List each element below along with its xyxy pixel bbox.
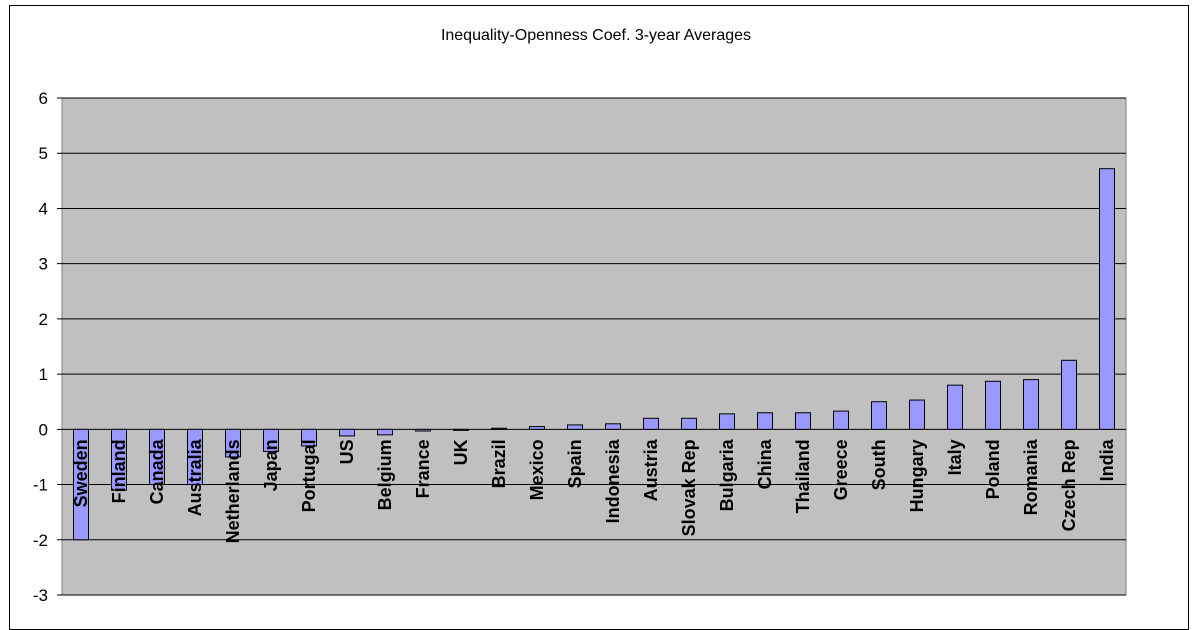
- chart-frame: Inequality-Openness Coef. 3-year Average…: [9, 5, 1189, 630]
- plot-area: [61, 97, 1127, 596]
- bar-austria: [643, 417, 659, 430]
- bar-thailand: [795, 412, 811, 430]
- y-tick-label: 4: [39, 199, 48, 218]
- x-tick-label: Spain: [565, 439, 585, 488]
- bar-south: [871, 401, 887, 430]
- x-tick-label: Bulgaria: [717, 438, 737, 511]
- y-tick-label: 1: [39, 365, 48, 384]
- x-tick-label: France: [413, 439, 433, 498]
- bar-italy: [947, 384, 963, 430]
- x-tick-label: South: [869, 439, 889, 490]
- bar-romania: [1023, 379, 1039, 430]
- x-tick-label: Greece: [831, 439, 851, 500]
- x-axis-labels: Sweden Finland Canada Australia Netherlands J…: [71, 438, 1117, 543]
- bar-netherlands: [225, 428, 241, 458]
- x-tick-label: Finland: [109, 439, 129, 503]
- bar-canada: [149, 428, 165, 486]
- bar-france: [415, 428, 431, 432]
- x-tick-label: Canada: [147, 438, 167, 504]
- y-tick-label: 5: [39, 144, 48, 163]
- x-tick-label: Japan: [261, 439, 281, 491]
- bars: [73, 168, 1115, 541]
- x-tick-label: UK: [451, 439, 471, 465]
- x-tick-label: Brazil: [489, 439, 509, 488]
- bar-portugal: [301, 428, 317, 447]
- y-tick-label: 2: [39, 310, 48, 329]
- x-tick-label: Netherlands: [223, 439, 243, 543]
- bar-japan: [263, 428, 279, 452]
- x-tick-label: India: [1097, 438, 1117, 481]
- bar-brazil: [491, 427, 507, 430]
- bar-czech-rep: [1061, 359, 1077, 430]
- x-tick-label: Romania: [1021, 438, 1041, 515]
- x-tick-label: Slovak Rep: [679, 439, 699, 536]
- bar-belgium: [377, 428, 393, 436]
- bar-indonesia: [605, 423, 621, 430]
- y-tick-label: 3: [39, 255, 48, 274]
- x-tick-label: Austria: [641, 438, 661, 501]
- bar-hungary: [909, 399, 925, 430]
- bar-sweden: [73, 428, 89, 541]
- bar-spain: [567, 424, 583, 430]
- y-tick-label: -3: [33, 586, 48, 605]
- x-tick-label: US: [337, 439, 357, 464]
- bar-slovak-rep: [681, 417, 697, 430]
- x-tick-label: Poland: [983, 439, 1003, 499]
- y-tick-label: -1: [33, 476, 48, 495]
- y-tick-label: -2: [33, 531, 48, 550]
- y-tick-label: 0: [39, 420, 48, 439]
- bar-china: [757, 412, 773, 430]
- chart: Inequality-Openness Coef. 3-year Average…: [33, 27, 1127, 605]
- x-tick-label: China: [755, 438, 775, 489]
- bar-poland: [985, 380, 1001, 430]
- x-tick-label: Mexico: [527, 439, 547, 500]
- y-tick-label: 6: [39, 89, 48, 108]
- x-tick-label: Belgium: [375, 439, 395, 510]
- y-axis-ticks: 6 5 4 3 2 1 0 -1 -2 -3: [33, 89, 48, 605]
- bar-greece: [833, 410, 849, 430]
- bar-bulgaria: [719, 413, 735, 430]
- x-tick-label: Sweden: [71, 439, 91, 507]
- bar-australia: [187, 428, 203, 486]
- bar-uk: [453, 428, 469, 431]
- x-tick-label: Italy: [945, 439, 965, 475]
- bar-mexico: [529, 426, 545, 430]
- x-tick-label: Hungary: [907, 439, 927, 512]
- x-tick-label: Portugal: [299, 439, 319, 512]
- bar-us: [339, 428, 355, 437]
- x-tick-label: Australia: [185, 438, 205, 516]
- bar-finland: [111, 428, 127, 491]
- x-tick-label: Czech Rep: [1059, 439, 1079, 531]
- chart-title: Inequality-Openness Coef. 3-year Average…: [441, 27, 751, 44]
- x-tick-label: Thailand: [793, 439, 813, 513]
- x-tick-label: Indonesia: [603, 438, 623, 523]
- bar-india: [1099, 168, 1115, 430]
